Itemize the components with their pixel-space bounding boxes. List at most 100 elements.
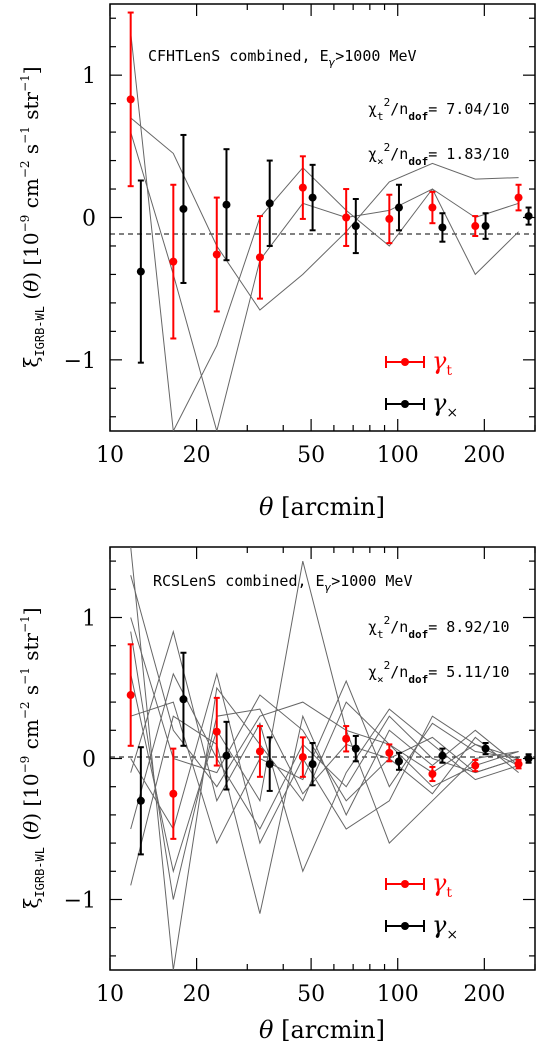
mock-line-7 (130, 560, 519, 874)
x-tick-label: 10 (96, 982, 124, 1007)
chart-title: RCSLenS combined, Eγ>1000 MeV (153, 572, 413, 594)
point-marker (428, 770, 437, 779)
point-marker (255, 253, 264, 262)
point-gamma-t (126, 643, 135, 747)
point-marker (385, 214, 394, 223)
point-gamma-t (428, 765, 437, 783)
y-tick-label: 1 (82, 607, 96, 632)
point-marker (394, 203, 403, 212)
point-marker (212, 250, 221, 259)
point-gamma-x (438, 747, 447, 764)
point-marker (524, 212, 533, 221)
x-tick-label: 50 (297, 982, 325, 1007)
point-gamma-t (471, 758, 480, 773)
point-gamma-t (514, 758, 523, 770)
point-gamma-t (385, 743, 394, 763)
legend: γt γ× (385, 869, 458, 943)
mock-line-10 (130, 617, 519, 802)
point-gamma-x (222, 148, 231, 262)
x-axis-label: θ [arcmin] (259, 1016, 385, 1044)
point-marker (342, 213, 351, 222)
chi2-t: χt2/ndof= 7.04/10 (368, 96, 510, 123)
point-gamma-x (351, 197, 360, 255)
point-gamma-x (481, 741, 490, 756)
point-gamma-t (255, 215, 264, 300)
x-tick-label: 20 (183, 443, 211, 468)
point-marker (481, 222, 490, 231)
point-marker (342, 734, 351, 743)
point-marker (471, 222, 480, 231)
point-gamma-x (136, 179, 145, 364)
point-gamma-t (471, 215, 480, 238)
point-marker (524, 754, 533, 763)
point-gamma-t (212, 196, 221, 313)
point-marker (308, 760, 317, 769)
x-tick-label: 50 (297, 443, 325, 468)
x-tick-label: 200 (463, 443, 505, 468)
x-ticks: 10 20 50 100 200 (96, 4, 536, 468)
point-gamma-x (524, 753, 533, 764)
legend-label-gamma-x: γ× (432, 389, 458, 421)
x-tick-label: 200 (463, 982, 505, 1007)
mock-lines (130, 32, 519, 431)
point-gamma-x (394, 183, 403, 232)
point-gamma-t (212, 696, 221, 767)
x-axis-label: θ [arcmin] (259, 493, 385, 521)
point-gamma-t (169, 183, 178, 340)
mock-line-1 (130, 32, 519, 431)
mock-line-5 (130, 714, 519, 914)
point-gamma-x (179, 651, 188, 747)
point-gamma-t (298, 736, 307, 778)
mock-line-9 (130, 671, 519, 845)
point-gamma-x (308, 741, 317, 787)
x-tick-label: 20 (183, 982, 211, 1007)
point-gamma-t (169, 747, 178, 840)
point-marker (126, 691, 135, 700)
point-marker (298, 753, 307, 762)
point-marker (169, 789, 178, 798)
point-marker (298, 183, 307, 192)
legend: γt γ× (385, 347, 458, 421)
point-marker (136, 267, 145, 276)
panel-rcslens: 10 20 50 100 200 −1 0 1 RCSLenS combined, Eγ>1… (18, 546, 536, 1044)
point-gamma-t (255, 725, 264, 778)
point-gamma-t (385, 193, 394, 245)
point-marker (212, 727, 221, 736)
point-marker (385, 748, 394, 757)
point-marker (179, 695, 188, 704)
data-points (126, 643, 533, 856)
point-gamma-x (179, 133, 188, 284)
point-marker (514, 193, 523, 202)
point-marker (351, 744, 360, 753)
point-marker (394, 757, 403, 766)
legend-label-gamma-t: γt (432, 869, 452, 901)
point-gamma-t (514, 183, 523, 212)
point-gamma-x (394, 751, 403, 771)
point-gamma-x (265, 736, 274, 792)
y-tick-label: 0 (82, 207, 96, 232)
mock-lines (130, 547, 519, 970)
point-marker (514, 760, 523, 769)
y-tick-label: 1 (82, 64, 96, 89)
chart-title: CFHTLenS combined, Eγ>1000 MeV (148, 47, 417, 69)
mock-line-2 (130, 575, 519, 844)
point-marker (265, 199, 274, 208)
y-tick-label: −1 (64, 889, 96, 914)
y-tick-label: 0 (82, 748, 96, 773)
mock-line-3 (130, 131, 519, 431)
point-marker (222, 751, 231, 760)
point-marker (255, 747, 264, 756)
mock-line-4 (130, 631, 519, 900)
point-gamma-x (351, 734, 360, 763)
point-gamma-t (126, 11, 135, 188)
chi2-x: χ×2/ndof= 5.11/10 (368, 659, 510, 686)
point-marker (136, 796, 145, 805)
point-gamma-x (136, 746, 145, 856)
x-tick-label: 100 (377, 443, 419, 468)
chi2-x: χ×2/ndof= 1.83/10 (368, 141, 510, 168)
legend-label-gamma-t: γt (432, 347, 452, 379)
y-tick-label: −1 (64, 349, 96, 374)
point-marker (308, 193, 317, 202)
point-marker (438, 751, 447, 760)
x-tick-label: 100 (377, 982, 419, 1007)
